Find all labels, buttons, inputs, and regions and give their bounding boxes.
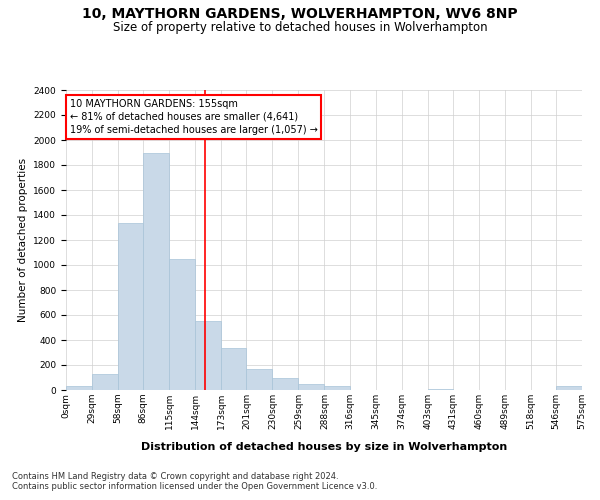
- Bar: [325, 386, 350, 390]
- Y-axis label: Number of detached properties: Number of detached properties: [18, 158, 28, 322]
- Text: Distribution of detached houses by size in Wolverhampton: Distribution of detached houses by size …: [141, 442, 507, 452]
- Text: Contains public sector information licensed under the Open Government Licence v3: Contains public sector information licen…: [12, 482, 377, 491]
- Bar: [143, 152, 169, 390]
- Bar: [556, 386, 582, 390]
- Bar: [169, 259, 195, 390]
- Text: 10 MAYTHORN GARDENS: 155sqm
← 81% of detached houses are smaller (4,641)
19% of : 10 MAYTHORN GARDENS: 155sqm ← 81% of det…: [70, 99, 317, 135]
- Bar: [66, 386, 92, 390]
- Bar: [272, 378, 298, 390]
- Bar: [428, 389, 453, 390]
- Bar: [221, 348, 247, 390]
- Bar: [247, 369, 272, 390]
- Bar: [195, 322, 221, 390]
- Text: Contains HM Land Registry data © Crown copyright and database right 2024.: Contains HM Land Registry data © Crown c…: [12, 472, 338, 481]
- Bar: [92, 374, 118, 390]
- Text: Size of property relative to detached houses in Wolverhampton: Size of property relative to detached ho…: [113, 22, 487, 35]
- Text: 10, MAYTHORN GARDENS, WOLVERHAMPTON, WV6 8NP: 10, MAYTHORN GARDENS, WOLVERHAMPTON, WV6…: [82, 8, 518, 22]
- Bar: [298, 384, 325, 390]
- Bar: [118, 222, 143, 390]
